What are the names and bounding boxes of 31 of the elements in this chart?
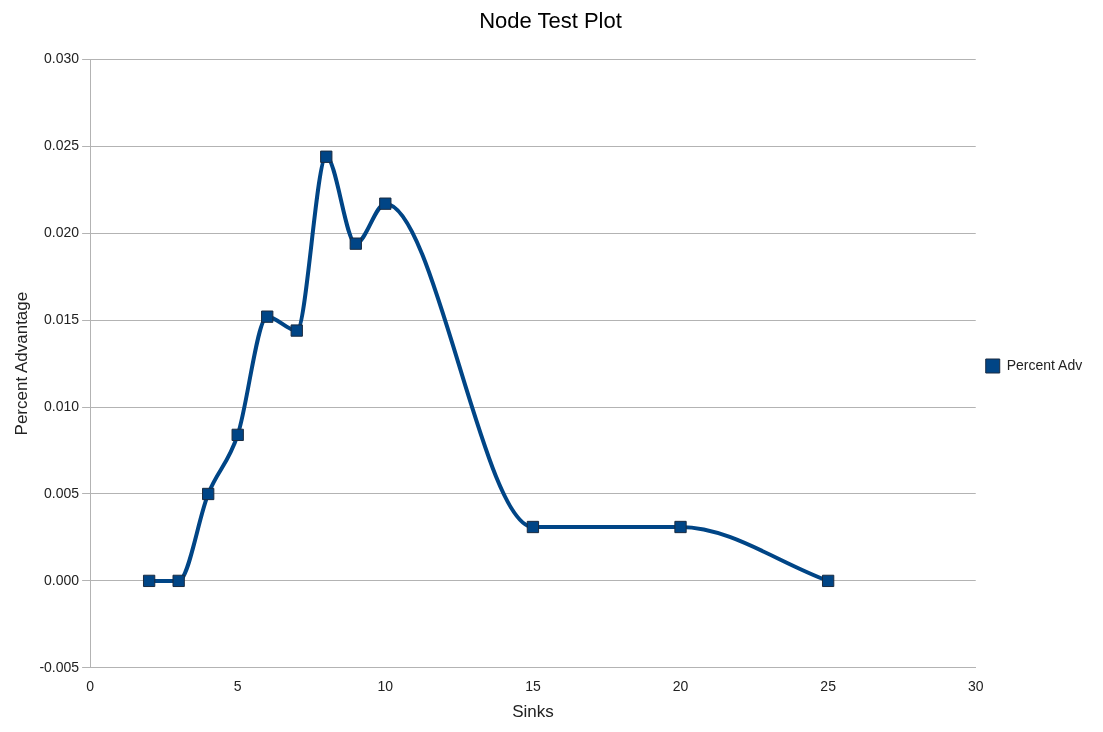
point — [674, 520, 687, 534]
x-axis-title: Sinks — [512, 702, 554, 722]
y-axis-title: Percent Advantage — [11, 291, 31, 436]
x-tick-label: 20 — [672, 678, 689, 695]
point — [349, 237, 362, 250]
y-tick-label: 0.005 — [44, 484, 80, 501]
y-tick-label: 0.020 — [44, 224, 80, 241]
x-tick-label: 25 — [820, 678, 837, 695]
point — [320, 150, 333, 163]
y-tick-label: 0.025 — [44, 137, 80, 154]
point — [290, 324, 303, 337]
x-tick-label: 0 — [86, 678, 95, 695]
point — [202, 487, 215, 501]
x-tick-label: 10 — [377, 678, 394, 695]
point — [231, 428, 244, 442]
point — [821, 574, 835, 588]
chart-title: Node Test Plot — [479, 8, 622, 34]
y-tick-label: 0.000 — [44, 571, 80, 588]
point — [172, 574, 185, 588]
y-tick-label: 0.015 — [44, 311, 80, 327]
y-tick-label: 0.030 — [44, 50, 80, 67]
point — [379, 197, 392, 210]
x-tick-label: 5 — [233, 678, 242, 695]
point — [526, 520, 540, 534]
x-tick-label: 30 — [967, 678, 984, 695]
y-tick-label: -0.005 — [39, 658, 80, 675]
y-tick-label: 0.010 — [44, 397, 80, 414]
point — [261, 310, 274, 323]
point — [142, 574, 156, 588]
legend-label: Percent Adv — [1006, 356, 1083, 373]
x-tick-label: 15 — [525, 678, 541, 695]
